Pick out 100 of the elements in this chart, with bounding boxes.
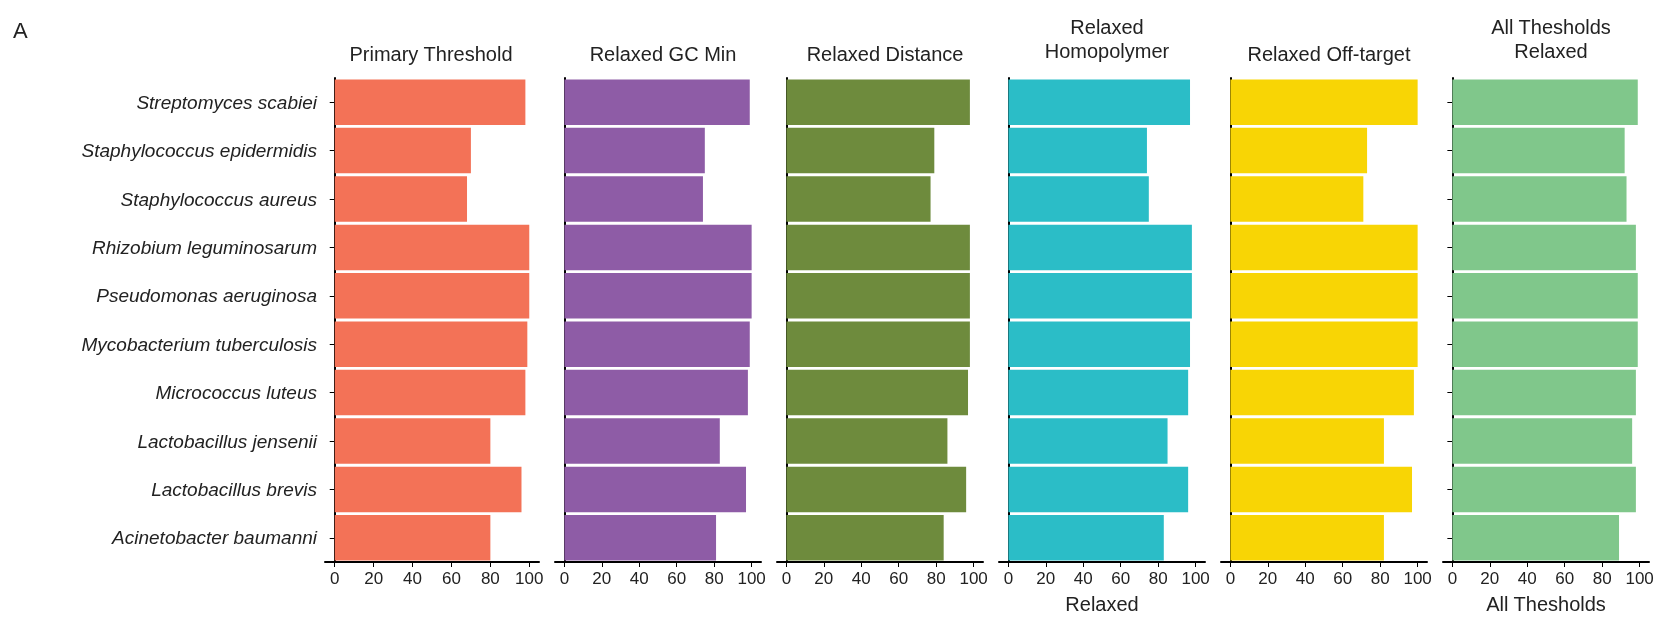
x-tick-label: 100	[1403, 569, 1432, 588]
y-tick-label: Staphylococcus aureus	[120, 188, 318, 210]
bar	[1008, 466, 1189, 513]
bar	[564, 466, 747, 513]
x-axis-title: Relaxed	[1065, 593, 1139, 615]
bar	[564, 273, 752, 319]
y-tick-label: Lactobacillus brevis	[151, 478, 318, 500]
x-tick-label: 20	[592, 569, 612, 588]
x-tick-label: 80	[704, 569, 724, 588]
bar	[786, 176, 931, 222]
x-tick-label: 0	[329, 569, 340, 588]
bar	[334, 79, 526, 125]
bar	[786, 369, 969, 416]
bar	[334, 321, 528, 367]
bar	[334, 273, 530, 319]
bar	[564, 418, 720, 464]
bar	[1230, 224, 1418, 271]
bar	[334, 224, 530, 271]
bar	[564, 515, 717, 561]
x-axis-title: All Thesholds	[1486, 593, 1606, 615]
bar	[1230, 127, 1368, 174]
bar	[1008, 418, 1168, 464]
bar	[564, 224, 752, 271]
x-tick-label: 100	[959, 569, 988, 588]
bar	[1008, 127, 1147, 174]
bar	[334, 127, 471, 174]
bar	[786, 79, 970, 125]
bar	[786, 273, 970, 319]
y-tick-label: Mycobacterium tuberculosis	[81, 333, 318, 355]
bar	[564, 176, 703, 222]
chart-title: All Thesholds Relaxed	[1491, 16, 1611, 62]
x-tick-label: 80	[1592, 569, 1612, 588]
bar	[1008, 79, 1191, 125]
bar	[334, 369, 526, 416]
bar	[1008, 321, 1191, 367]
y-tick-label: Lactobacillus jensenii	[137, 430, 318, 452]
bar	[1008, 515, 1164, 561]
chart-title: Relaxed GC Min	[589, 43, 737, 65]
bar	[786, 224, 970, 271]
y-tick-label: Rhizobium leguminosarum	[92, 236, 317, 258]
x-tick-label: 100	[515, 569, 544, 588]
x-tick-label: 20	[1036, 569, 1056, 588]
y-tick-label: Pseudomonas aeruginosa	[96, 285, 317, 307]
text: A	[13, 17, 28, 43]
bar	[564, 369, 748, 416]
x-tick-label: 40	[403, 569, 423, 588]
bar	[1230, 176, 1364, 222]
x-tick-label: 80	[1148, 569, 1168, 588]
bar	[334, 466, 522, 513]
x-tick-label: 60	[667, 569, 687, 588]
bar	[564, 321, 750, 367]
x-tick-label: 0	[1447, 569, 1458, 588]
x-tick-label: 60	[1555, 569, 1575, 588]
x-tick-label: 40	[1295, 569, 1315, 588]
x-tick-label: 0	[559, 569, 570, 588]
y-tick-label: Micrococcus luteus	[155, 382, 318, 404]
chart-title: Relaxed Homopolymer	[1044, 16, 1170, 62]
x-tick-label: 80	[480, 569, 500, 588]
chart-title: Primary Threshold	[349, 43, 513, 65]
x-tick-label: 80	[1370, 569, 1390, 588]
x-tick-label: 0	[1225, 569, 1236, 588]
x-tick-label: 40	[851, 569, 871, 588]
bar	[786, 466, 967, 513]
bar	[564, 79, 750, 125]
bar	[786, 418, 948, 464]
bar	[1230, 515, 1384, 561]
bar	[1008, 273, 1192, 319]
bar	[1230, 369, 1414, 416]
x-tick-label: 40	[1073, 569, 1093, 588]
x-tick-label: 100	[1625, 569, 1654, 588]
x-tick-label: 60	[1333, 569, 1353, 588]
y-tick-label: Streptomyces scabiei	[136, 91, 318, 113]
bar	[786, 515, 944, 561]
bar	[1008, 369, 1189, 416]
x-tick-label: 100	[737, 569, 766, 588]
bar	[786, 127, 935, 174]
chart-title: Relaxed Off-target	[1247, 43, 1411, 65]
bar	[1230, 273, 1418, 319]
y-tick-label: Acinetobacter baumanni	[111, 527, 318, 549]
x-tick-label: 40	[1517, 569, 1537, 588]
x-tick-label: 0	[781, 569, 792, 588]
x-tick-label: 20	[814, 569, 834, 588]
bar	[1008, 176, 1149, 222]
x-tick-label: 60	[889, 569, 909, 588]
x-tick-label: 20	[1258, 569, 1278, 588]
x-tick-label: 60	[441, 569, 461, 588]
bar	[1230, 79, 1418, 125]
bar	[1008, 224, 1192, 271]
x-tick-label: 100	[1181, 569, 1210, 588]
x-tick-label: 60	[1111, 569, 1131, 588]
x-tick-label: 20	[364, 569, 384, 588]
bar	[1230, 418, 1384, 464]
bar	[1230, 466, 1413, 513]
bar	[564, 127, 705, 174]
bar	[334, 418, 491, 464]
x-tick-label: 80	[926, 569, 946, 588]
y-tick-label: Staphylococcus epidermidis	[81, 140, 318, 162]
x-tick-label: 20	[1480, 569, 1500, 588]
x-tick-label: 0	[1003, 569, 1014, 588]
chart-title: Relaxed Distance	[806, 43, 964, 65]
